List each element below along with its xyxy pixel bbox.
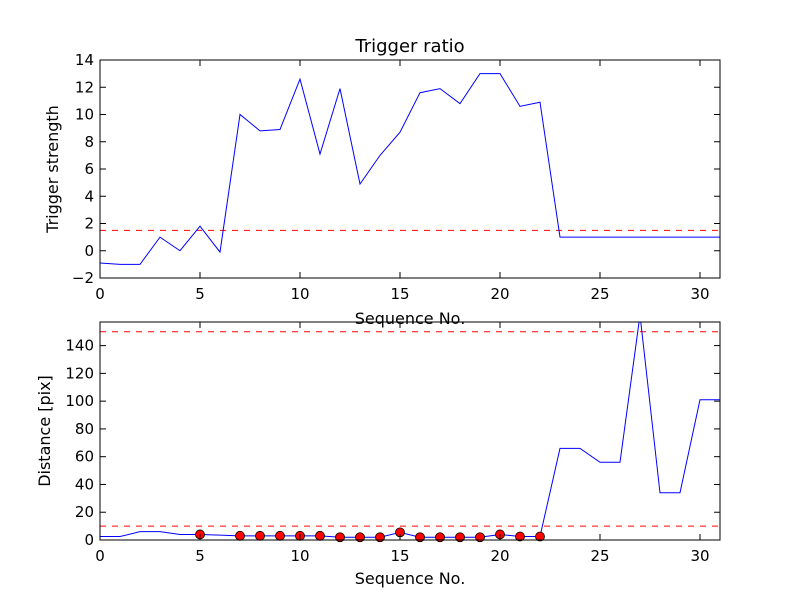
bottom-data-point <box>275 530 285 541</box>
bottom-data-point <box>355 532 365 543</box>
top-x-tick-label: 10 <box>290 285 309 303</box>
bottom-x-tick-label: 0 <box>95 547 105 565</box>
bottom-data-point <box>515 531 525 542</box>
top-y-axis-label: Trigger strength <box>43 105 62 234</box>
top-y-tick-label: 8 <box>84 133 94 151</box>
bottom-x-tick-label: 10 <box>290 547 309 565</box>
bottom-data-point <box>435 532 445 543</box>
bottom-series-line <box>100 322 720 538</box>
top-x-tick-label: 5 <box>195 285 205 303</box>
bottom-data-point <box>535 531 545 542</box>
bottom-y-tick-label: 100 <box>65 392 94 410</box>
bottom-clipped-data <box>100 322 720 538</box>
bottom-y-axis-label: Distance [pix] <box>35 375 54 487</box>
top-axes-frame <box>99 59 721 279</box>
top-y-tick-label: 4 <box>84 187 94 205</box>
top-y-tick-label: −2 <box>72 269 94 287</box>
top-y-tick-label: 12 <box>75 78 94 96</box>
bottom-data-point <box>235 530 245 541</box>
distance-plot: 0 5 10 15 20 25 30 0 20 40 60 80 100 120 140 Sequence … <box>35 321 721 588</box>
bottom-data-point <box>375 532 385 543</box>
bottom-y-tick-label: 40 <box>75 475 94 493</box>
top-y-tick-label: 0 <box>84 242 94 260</box>
trigger-ratio-plot: Trigger ratio 0 5 10 15 20 25 30−202468101214 … <box>43 36 721 328</box>
top-y-tick-label: 10 <box>75 106 94 124</box>
top-x-tick-label: 30 <box>690 285 709 303</box>
top-y-tick-label: 14 <box>75 51 94 69</box>
bottom-axes-frame <box>99 321 721 541</box>
bottom-data-point <box>315 530 325 541</box>
top-x-tick-label: 20 <box>490 285 509 303</box>
top-x-tick-label: 25 <box>590 285 609 303</box>
bottom-y-tick-label: 0 <box>84 531 94 549</box>
top-x-axis-label: Sequence No. <box>355 309 466 328</box>
bottom-y-tick-label: 80 <box>75 420 94 438</box>
bottom-ticks: 0 5 10 15 20 25 30 0 20 40 60 80 100 120 140 <box>65 322 720 565</box>
bottom-y-tick-label: 140 <box>65 337 94 355</box>
bottom-x-tick-label: 30 <box>690 547 709 565</box>
bottom-x-tick-label: 20 <box>490 547 509 565</box>
bottom-data-point <box>415 532 425 543</box>
chart-title: Trigger ratio <box>354 36 464 57</box>
bottom-data-point <box>455 532 465 543</box>
top-y-tick-label: 2 <box>84 215 94 233</box>
bottom-x-tick-label: 15 <box>390 547 409 565</box>
top-series-line <box>100 73 720 265</box>
bottom-data-point <box>255 530 265 541</box>
bottom-x-tick-label: 5 <box>195 547 205 565</box>
top-x-tick-label: 15 <box>390 285 409 303</box>
bottom-data-point <box>475 532 485 543</box>
top-y-tick-label: 6 <box>84 160 94 178</box>
bottom-x-axis-label: Sequence No. <box>355 569 466 588</box>
top-clipped-data <box>100 73 720 265</box>
bottom-data-layer <box>100 322 720 543</box>
bottom-y-tick-label: 120 <box>65 364 94 382</box>
bottom-y-tick-label: 60 <box>75 448 94 466</box>
bottom-data-point <box>335 532 345 543</box>
top-data-layer <box>100 73 720 265</box>
top-x-tick-label: 0 <box>95 285 105 303</box>
bottom-y-tick-label: 20 <box>75 503 94 521</box>
bottom-x-tick-label: 25 <box>590 547 609 565</box>
